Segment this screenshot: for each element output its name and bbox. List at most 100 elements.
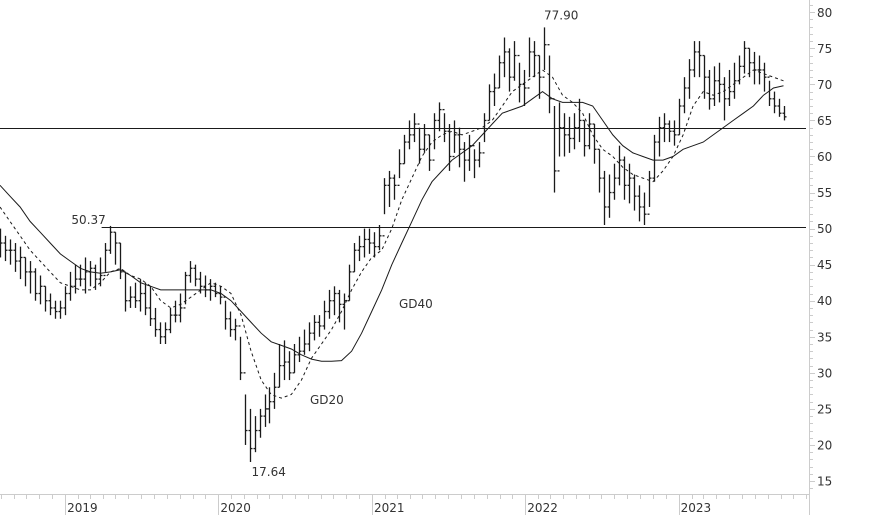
price-bar bbox=[18, 246, 23, 280]
price-bar bbox=[602, 170, 607, 226]
price-bar bbox=[267, 387, 272, 424]
x-tick-label: 2019 bbox=[67, 501, 98, 515]
price-bar bbox=[173, 300, 178, 323]
price-bar bbox=[607, 174, 612, 218]
price-bar bbox=[547, 44, 552, 114]
price-bar bbox=[502, 37, 507, 78]
price-bar bbox=[572, 113, 577, 150]
price-bar bbox=[33, 268, 38, 301]
price-bar bbox=[113, 231, 118, 265]
price-bar bbox=[168, 307, 173, 334]
support-resistance-lines bbox=[0, 128, 806, 228]
price-bar bbox=[253, 416, 258, 453]
price-bar bbox=[23, 256, 28, 287]
y-tick-label: 35 bbox=[817, 330, 832, 344]
y-tick-label: 80 bbox=[817, 6, 832, 20]
price-bar bbox=[542, 27, 547, 78]
price-bar bbox=[292, 343, 297, 374]
y-tick-label: 60 bbox=[817, 150, 832, 164]
price-bar bbox=[672, 120, 677, 146]
price-bar bbox=[687, 59, 692, 99]
price-bar bbox=[148, 286, 153, 326]
price-bar bbox=[717, 62, 722, 103]
price-bar bbox=[332, 286, 337, 316]
price-bar bbox=[407, 120, 412, 150]
price-bar bbox=[248, 408, 253, 462]
price-bar bbox=[307, 322, 312, 352]
price-bar bbox=[347, 264, 352, 302]
y-tick-label: 40 bbox=[817, 294, 832, 308]
price-bar bbox=[567, 116, 572, 153]
y-tick-label: 70 bbox=[817, 78, 832, 92]
price-bar bbox=[208, 279, 213, 301]
price-bar bbox=[228, 311, 233, 337]
price-bar bbox=[153, 307, 158, 337]
price-bar bbox=[103, 243, 108, 277]
price-bar bbox=[477, 142, 482, 168]
price-bar bbox=[73, 264, 78, 294]
price-bar bbox=[702, 54, 707, 99]
price-bar bbox=[437, 102, 442, 132]
price-bar bbox=[597, 148, 602, 193]
price-bar bbox=[277, 343, 282, 388]
price-bar bbox=[312, 315, 317, 341]
x-tick-label: 2022 bbox=[527, 501, 558, 515]
price-bar bbox=[213, 282, 218, 298]
price-bar bbox=[532, 41, 537, 78]
price-bar bbox=[467, 134, 472, 171]
gd40-label: GD40 bbox=[399, 297, 433, 311]
y-tick-label: 75 bbox=[817, 42, 832, 56]
y-tick-label: 15 bbox=[817, 475, 832, 489]
price-bar bbox=[38, 275, 43, 305]
price-bar bbox=[68, 271, 73, 301]
price-bar bbox=[577, 98, 582, 143]
price-bar bbox=[0, 228, 3, 258]
price-bar bbox=[487, 84, 492, 122]
price-bar bbox=[238, 325, 243, 381]
y-tick-label: 25 bbox=[817, 402, 832, 416]
price-bar bbox=[377, 225, 382, 251]
price-bar bbox=[412, 113, 417, 143]
price-bar bbox=[557, 102, 562, 172]
price-bar bbox=[527, 37, 532, 89]
price-bar bbox=[372, 232, 377, 258]
price-bar bbox=[397, 149, 402, 186]
price-bar bbox=[53, 300, 58, 319]
price-bar bbox=[727, 69, 732, 107]
price-bar bbox=[742, 41, 747, 74]
price-bar bbox=[452, 120, 457, 158]
price-bar bbox=[677, 98, 682, 136]
price-bar bbox=[582, 119, 587, 157]
price-bar bbox=[302, 329, 307, 355]
price-bar bbox=[782, 106, 787, 121]
price-bar bbox=[123, 271, 128, 312]
price-bar bbox=[387, 170, 392, 207]
price-bar bbox=[462, 142, 467, 182]
price-bar bbox=[93, 264, 98, 290]
price-bar bbox=[88, 261, 93, 287]
price-bar bbox=[752, 51, 757, 85]
x-tick-label: 2023 bbox=[681, 501, 712, 515]
price-bar bbox=[632, 174, 637, 211]
price-bar bbox=[472, 145, 477, 179]
price-bar bbox=[757, 55, 762, 85]
y-tick-label: 30 bbox=[817, 366, 832, 380]
price-bar bbox=[722, 77, 727, 121]
price-bar bbox=[417, 123, 422, 164]
y-tick-label: 20 bbox=[817, 438, 832, 452]
price-bar bbox=[512, 41, 517, 81]
price-bar bbox=[3, 235, 8, 262]
price-bar bbox=[8, 239, 13, 265]
price-bar bbox=[392, 174, 397, 200]
price-bar bbox=[767, 76, 772, 107]
price-bar bbox=[13, 243, 18, 272]
price-bar bbox=[657, 116, 662, 157]
price-bar bbox=[272, 372, 277, 409]
price-bar bbox=[482, 113, 487, 154]
price-bar bbox=[697, 41, 702, 78]
price-bar bbox=[233, 318, 238, 341]
price-bar bbox=[627, 163, 632, 204]
price-bar bbox=[243, 372, 248, 445]
price-bar bbox=[587, 113, 592, 150]
price-bar bbox=[647, 170, 652, 215]
